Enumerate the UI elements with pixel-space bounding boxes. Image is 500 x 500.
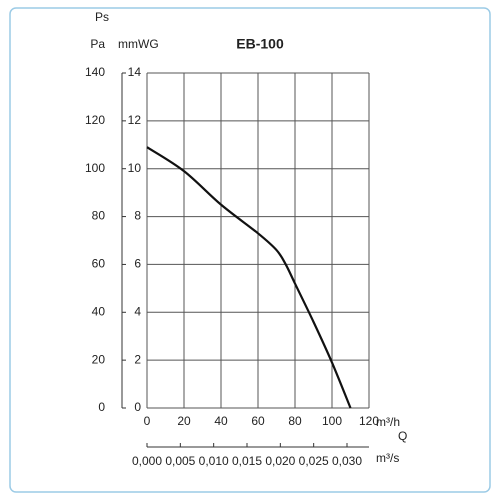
- y2-tick-label: 100: [85, 161, 105, 175]
- x2-tick-label: 0,005: [165, 454, 195, 468]
- y-tick-label: 2: [134, 352, 141, 366]
- y-tick-label: 4: [134, 304, 141, 318]
- x2-tick-label: 0,025: [299, 454, 329, 468]
- x-tick-label: 20: [177, 414, 191, 428]
- y2-tick-label: 80: [92, 209, 106, 223]
- y2-tick-label: 40: [92, 304, 106, 318]
- chart-title: EB-100: [236, 36, 284, 52]
- x2-tick-label: 0,020: [265, 454, 295, 468]
- x-axis-title: Q: [398, 429, 407, 443]
- y-tick-label: 6: [134, 257, 141, 271]
- fan-curve: [146, 146, 352, 409]
- x2-tick-label: 0,030: [332, 454, 362, 468]
- y2-tick-label: 0: [98, 400, 105, 414]
- x-label: m³/h: [376, 415, 400, 429]
- y2-label: Pa: [90, 37, 105, 51]
- x2-tick-label: 0,010: [199, 454, 229, 468]
- x2-label: m³/s: [376, 451, 399, 465]
- y2-tick-label: 140: [85, 65, 105, 79]
- y-tick-label: 12: [128, 113, 142, 127]
- y-label: mmWG: [118, 37, 159, 51]
- x-tick-label: 60: [251, 414, 265, 428]
- y-tick-label: 10: [128, 161, 142, 175]
- frame: [9, 7, 491, 493]
- y2-tick-label: 20: [92, 352, 106, 366]
- x2-tick-label: 0,000: [132, 454, 162, 468]
- x-tick-label: 80: [288, 414, 302, 428]
- y-tick-label: 8: [134, 209, 141, 223]
- y2-tick-label: 120: [85, 113, 105, 127]
- x2-tick-label: 0,015: [232, 454, 262, 468]
- y2-tick-label: 60: [92, 257, 106, 271]
- x-tick-label: 0: [144, 414, 151, 428]
- y-tick-label: 14: [128, 65, 142, 79]
- y-title: Ps: [95, 10, 109, 24]
- x-tick-label: 120: [359, 414, 379, 428]
- y-tick-label: 0: [134, 400, 141, 414]
- x-tick-label: 100: [322, 414, 342, 428]
- x-tick-label: 40: [214, 414, 228, 428]
